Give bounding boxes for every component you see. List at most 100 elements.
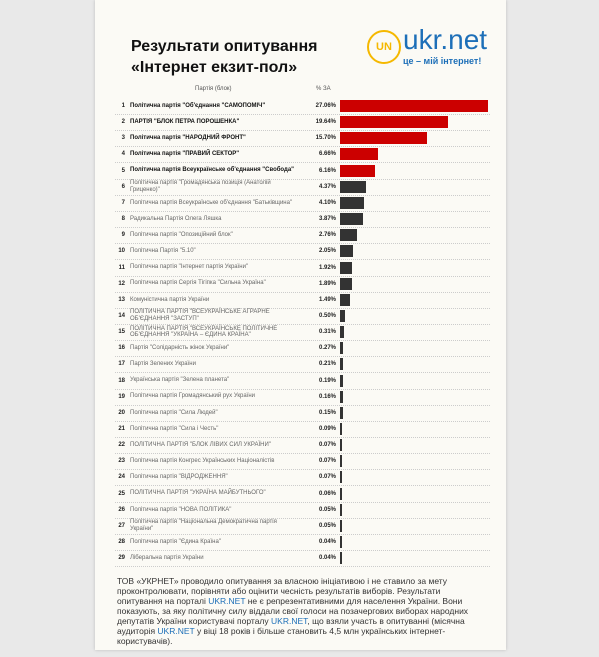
party-name: Політична партія Сергія Тігіпка "Сильна … [130,280,266,287]
bar [340,406,343,419]
percent: 19.64% [315,119,336,126]
bar [340,164,376,177]
party-name: Політична партія "Інтернет партія Україн… [130,264,249,271]
logo[interactable]: UN ukr.net це – мій інтернет! [367,24,497,68]
title-line: «Інтернет екзит-пол» [131,59,298,76]
party-name: Політична партія "НОВА ПОЛІТИКА" [130,506,232,513]
party-name: Політична партія "Опозиційний блок" [130,231,233,238]
percent: 4.10% [318,199,336,206]
column-header: % ЗА [316,86,331,92]
text: не є репрезентативними для населення Укр… [117,596,469,626]
percent: 0.50% [318,312,336,319]
link: UKR.NET [157,626,195,636]
party-name: Політична Партія "5.10" [130,248,196,255]
table-row: 1 Політична партія "Об'єднання "САМОПОМІЧ… [115,98,490,115]
party-name: Ліберальна партія України [130,554,204,561]
table-row: 8 Радикальна Партія Олега Ляшка 3.87% [115,211,490,229]
bar [340,455,343,468]
bar [340,148,378,161]
party-name: ПОЛІТИЧНА ПАРТІЯ "БЛОК ЛІВИХ СИЛ УКРАЇНИ… [130,441,271,448]
row-number: 11 [118,264,125,271]
row-number: 3 [121,135,125,142]
percent: 0.16% [318,393,336,400]
bar [340,261,353,274]
party-name: Політична партія Всеукраїнське об'єднанн… [130,167,295,174]
row-number: 27 [118,522,125,529]
row-number: 6 [121,183,125,190]
row-number: 4 [121,151,125,158]
percent: 0.09% [318,426,336,432]
table-row: 19 Політична партія Громадянський рух Укр… [115,389,490,406]
party-name: Політична партія Всеукраїнське об'єднанн… [130,199,293,206]
title: Результати опитування «Інтернет екзит-по… [131,36,317,78]
bar [340,342,344,355]
table-row: 2 ПАРТІЯ "БЛОК ПЕТРА ПОРОШЕНКА" 19.64% [115,114,490,132]
bar [340,326,344,339]
party-name: Партія "Солідарність жінок України" [130,345,230,351]
percent: 6.66% [318,151,336,158]
percent: 0.07% [318,458,336,465]
table-row: 26 Політична партія "НОВА ПОЛІТИКА" 0.05% [115,502,490,519]
table-row: 11 Політична партія "Інтернет партія Укра… [115,260,490,277]
percent: 27.06% [315,103,336,109]
percent: 15.70% [315,135,336,142]
bar [340,471,343,484]
bar [340,116,448,129]
bar [340,132,427,145]
percent: 2.05% [318,248,336,255]
bar [340,180,366,193]
text: , що взяли участь в опитуванні (місячна … [117,616,465,636]
bar [340,423,343,435]
party-name: ПОЛІТИЧНА ПАРТІЯ "ВСЕУКРАЇНСЬКЕ ПОЛІТИЧН… [130,325,278,339]
percent: 3.87% [318,216,336,223]
party-name: Партія Зелених України [130,361,196,368]
percent: 0.31% [318,329,336,336]
party-name: ПАРТІЯ "БЛОК ПЕТРА ПОРОШЕНКА" [130,118,240,125]
percent: 1.89% [318,280,336,287]
percent: 0.06% [318,490,336,497]
footnote: ТОВ «УКРНЕТ» проводило опитування за вла… [117,576,487,646]
table-row: 20 Політична партія "Сила Людей" 0.15% [115,405,490,422]
bar [340,100,488,112]
table-row: 6 Політична партія "Громадянська позиція … [115,179,490,196]
row-number: 1 [121,103,125,109]
party-name: Політична партія "Єдина Країна" [130,538,221,545]
percent: 0.19% [318,377,336,384]
bar [340,439,343,452]
row-number: 16 [118,345,125,352]
link: UKR.NET [208,596,246,606]
percent: 0.07% [318,442,336,449]
bar [340,487,343,500]
table-row: 15 ПОЛІТИЧНА ПАРТІЯ "ВСЕУКРАЇНСЬКЕ ПОЛІТИ… [115,324,490,342]
row-number: 24 [118,474,125,481]
table-row: 17 Партія Зелених України 0.21% [115,356,490,374]
table-row: 4 Політична партія "ПРАВИЙ СЕКТОР" 6.66% [115,146,490,164]
row-number: 20 [118,409,125,416]
party-name: ПОЛІТИЧНА ПАРТІЯ "ВСЕУКРАЇНСЬКЕ АГРАРНЕ … [130,309,270,322]
percent: 1.49% [318,296,336,303]
row-number: 9 [121,232,125,239]
table-row: 25 ПОЛІТИЧНА ПАРТІЯ "УКРАЇНА МАЙБУТНЬОГО"… [115,486,490,503]
table-row: 23 Політична партія Конгрес Українських Н… [115,453,490,471]
row-number: 21 [118,426,125,432]
party-name: Політична партія "ПРАВИЙ СЕКТОР" [130,151,240,158]
bar [340,519,343,532]
row-number: 5 [121,167,125,174]
bar [340,229,357,242]
table-row: 12 Політична партія Сергія Тігіпка "Сильн… [115,276,490,293]
percent: 0.04% [318,539,336,546]
row-number: 25 [118,490,125,497]
percent: 0.04% [318,555,336,562]
percent: 0.27% [318,345,336,352]
row-number: 13 [118,296,125,303]
text: ТОВ «УКРНЕТ» проводило опитування за вла… [117,576,448,606]
bar [340,309,345,322]
bar [340,536,343,549]
percent: 1.92% [318,264,336,271]
row-number: 8 [121,216,125,223]
percent: 0.15% [318,409,336,416]
row-number: 12 [118,280,125,287]
table-row: 5 Політична партія Всеукраїнське об'єднан… [115,163,490,180]
percent: 4.37% [318,183,336,190]
table-row: 27 Політична партія "Національна Демократ… [115,518,490,535]
